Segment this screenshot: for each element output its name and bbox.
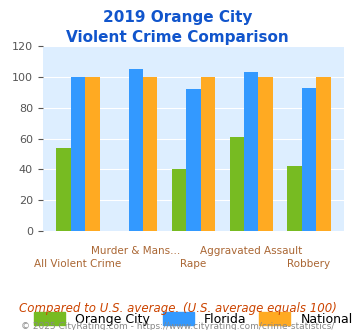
Bar [71,77,85,231]
Bar [230,137,244,231]
Bar [56,148,71,231]
Bar [85,77,100,231]
Bar [302,88,316,231]
Text: Murder & Mans...: Murder & Mans... [91,247,180,256]
Text: Aggravated Assault: Aggravated Assault [200,247,302,256]
Text: © 2025 CityRating.com - https://www.cityrating.com/crime-statistics/: © 2025 CityRating.com - https://www.city… [21,322,334,330]
Bar [172,169,186,231]
Text: Robbery: Robbery [288,259,331,269]
Bar [244,72,258,231]
Text: Compared to U.S. average. (U.S. average equals 100): Compared to U.S. average. (U.S. average … [18,302,337,315]
Bar [287,166,302,231]
Text: Violent Crime Comparison: Violent Crime Comparison [66,30,289,45]
Bar [258,77,273,231]
Bar [201,77,215,231]
Legend: Orange City, Florida, National: Orange City, Florida, National [29,308,355,330]
Text: Rape: Rape [180,259,207,269]
Bar [129,69,143,231]
Bar [186,89,201,231]
Text: 2019 Orange City: 2019 Orange City [103,10,252,25]
Bar [143,77,157,231]
Text: All Violent Crime: All Violent Crime [34,259,122,269]
Bar [316,77,331,231]
